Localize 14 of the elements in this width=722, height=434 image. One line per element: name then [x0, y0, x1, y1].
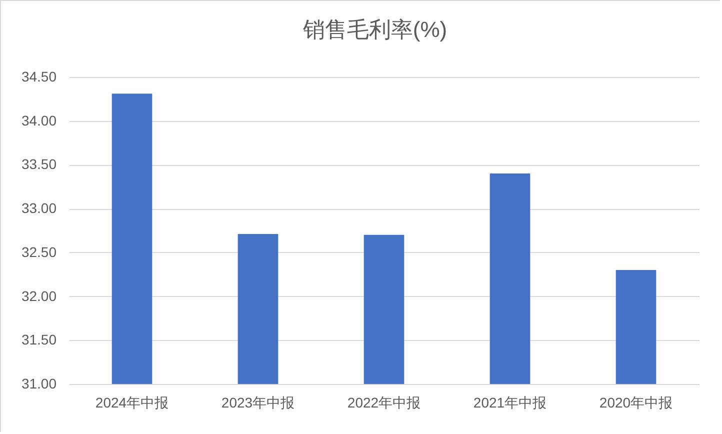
- y-tick-label: 32.00: [21, 288, 57, 304]
- y-tick-label: 31.50: [21, 332, 57, 348]
- x-tick-label: 2021年中报: [473, 394, 547, 410]
- x-tick-label: 2020年中报: [599, 394, 673, 410]
- x-tick-label: 2023年中报: [221, 394, 295, 410]
- y-tick-label: 33.00: [21, 200, 57, 216]
- y-tick-label: 31.00: [21, 376, 57, 392]
- y-tick-label: 34.50: [21, 68, 57, 84]
- x-tick-label: 2024年中报: [95, 394, 169, 410]
- x-tick-label: 2022年中报: [347, 394, 421, 410]
- y-tick-label: 34.00: [21, 112, 57, 128]
- y-tick-label: 32.50: [21, 244, 57, 260]
- y-tick-label: 33.50: [21, 156, 57, 172]
- chart-title: 销售毛利率(%): [302, 17, 448, 42]
